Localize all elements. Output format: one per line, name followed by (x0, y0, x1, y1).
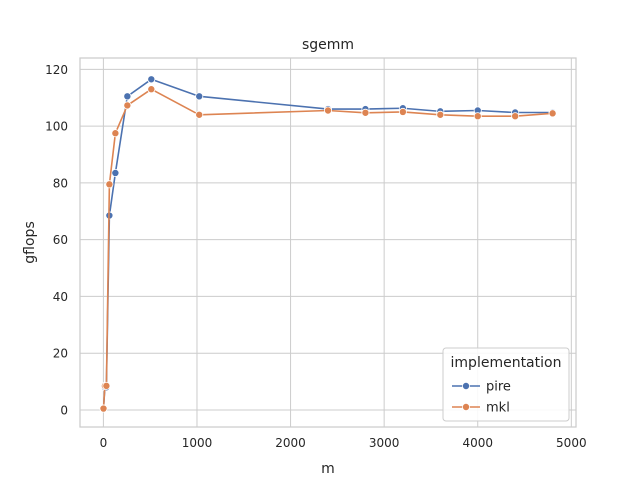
plot-frame (79, 57, 577, 428)
y-tick-labels: 0 20 40 60 80 100 120 (45, 63, 68, 418)
data-point-mkl (511, 112, 520, 121)
data-point-mkl (111, 129, 120, 138)
legend-item-pire: pire (452, 380, 511, 395)
data-point-mkl (361, 108, 370, 117)
y-tick-label: 120 (45, 63, 68, 77)
data-point-mkl (105, 180, 114, 189)
y-tick-label: 20 (53, 347, 68, 361)
y-tick-label: 100 (45, 120, 68, 134)
x-tick-label: 5000 (556, 436, 587, 450)
data-point-pire (123, 92, 132, 101)
data-point-mkl (398, 107, 407, 116)
data-point-mkl (99, 404, 108, 413)
data-point-mkl (195, 110, 204, 119)
y-tick-label: 40 (53, 290, 68, 304)
data-point-pire (111, 168, 120, 177)
legend: implementation pire mkl (442, 347, 570, 422)
data-point-mkl (436, 110, 445, 119)
legend-box (442, 347, 570, 422)
grid-lines (80, 58, 576, 427)
series-mkl (99, 85, 557, 413)
legend-marker (461, 381, 470, 390)
legend-label: pire (486, 380, 511, 395)
x-tick-label: 4000 (462, 436, 493, 450)
data-point-mkl (102, 381, 111, 390)
x-tick-labels: 0 1000 2000 3000 4000 5000 (100, 436, 587, 450)
y-tick-label: 60 (53, 233, 68, 247)
x-tick-label: 3000 (369, 436, 400, 450)
data-point-pire (147, 75, 156, 84)
chart-title: sgemm (302, 37, 354, 53)
y-tick-label: 0 (60, 403, 68, 417)
x-tick-label: 0 (100, 436, 108, 450)
x-tick-label: 1000 (182, 436, 213, 450)
legend-marker (461, 402, 470, 411)
legend-title: implementation (451, 355, 562, 371)
y-axis-label: gflops (22, 221, 38, 263)
data-point-mkl (548, 109, 557, 118)
x-tick-label: 2000 (275, 436, 306, 450)
data-point-mkl (123, 101, 132, 110)
legend-items: pire mkl (452, 380, 511, 416)
data-point-mkl (147, 85, 156, 94)
series-layer (99, 75, 557, 413)
data-point-mkl (323, 106, 332, 115)
data-point-mkl (473, 112, 482, 121)
data-point-pire (195, 92, 204, 101)
y-tick-label: 80 (53, 176, 68, 190)
legend-item-mkl: mkl (452, 401, 510, 416)
x-axis-label: m (321, 461, 335, 477)
legend-label: mkl (486, 401, 510, 416)
